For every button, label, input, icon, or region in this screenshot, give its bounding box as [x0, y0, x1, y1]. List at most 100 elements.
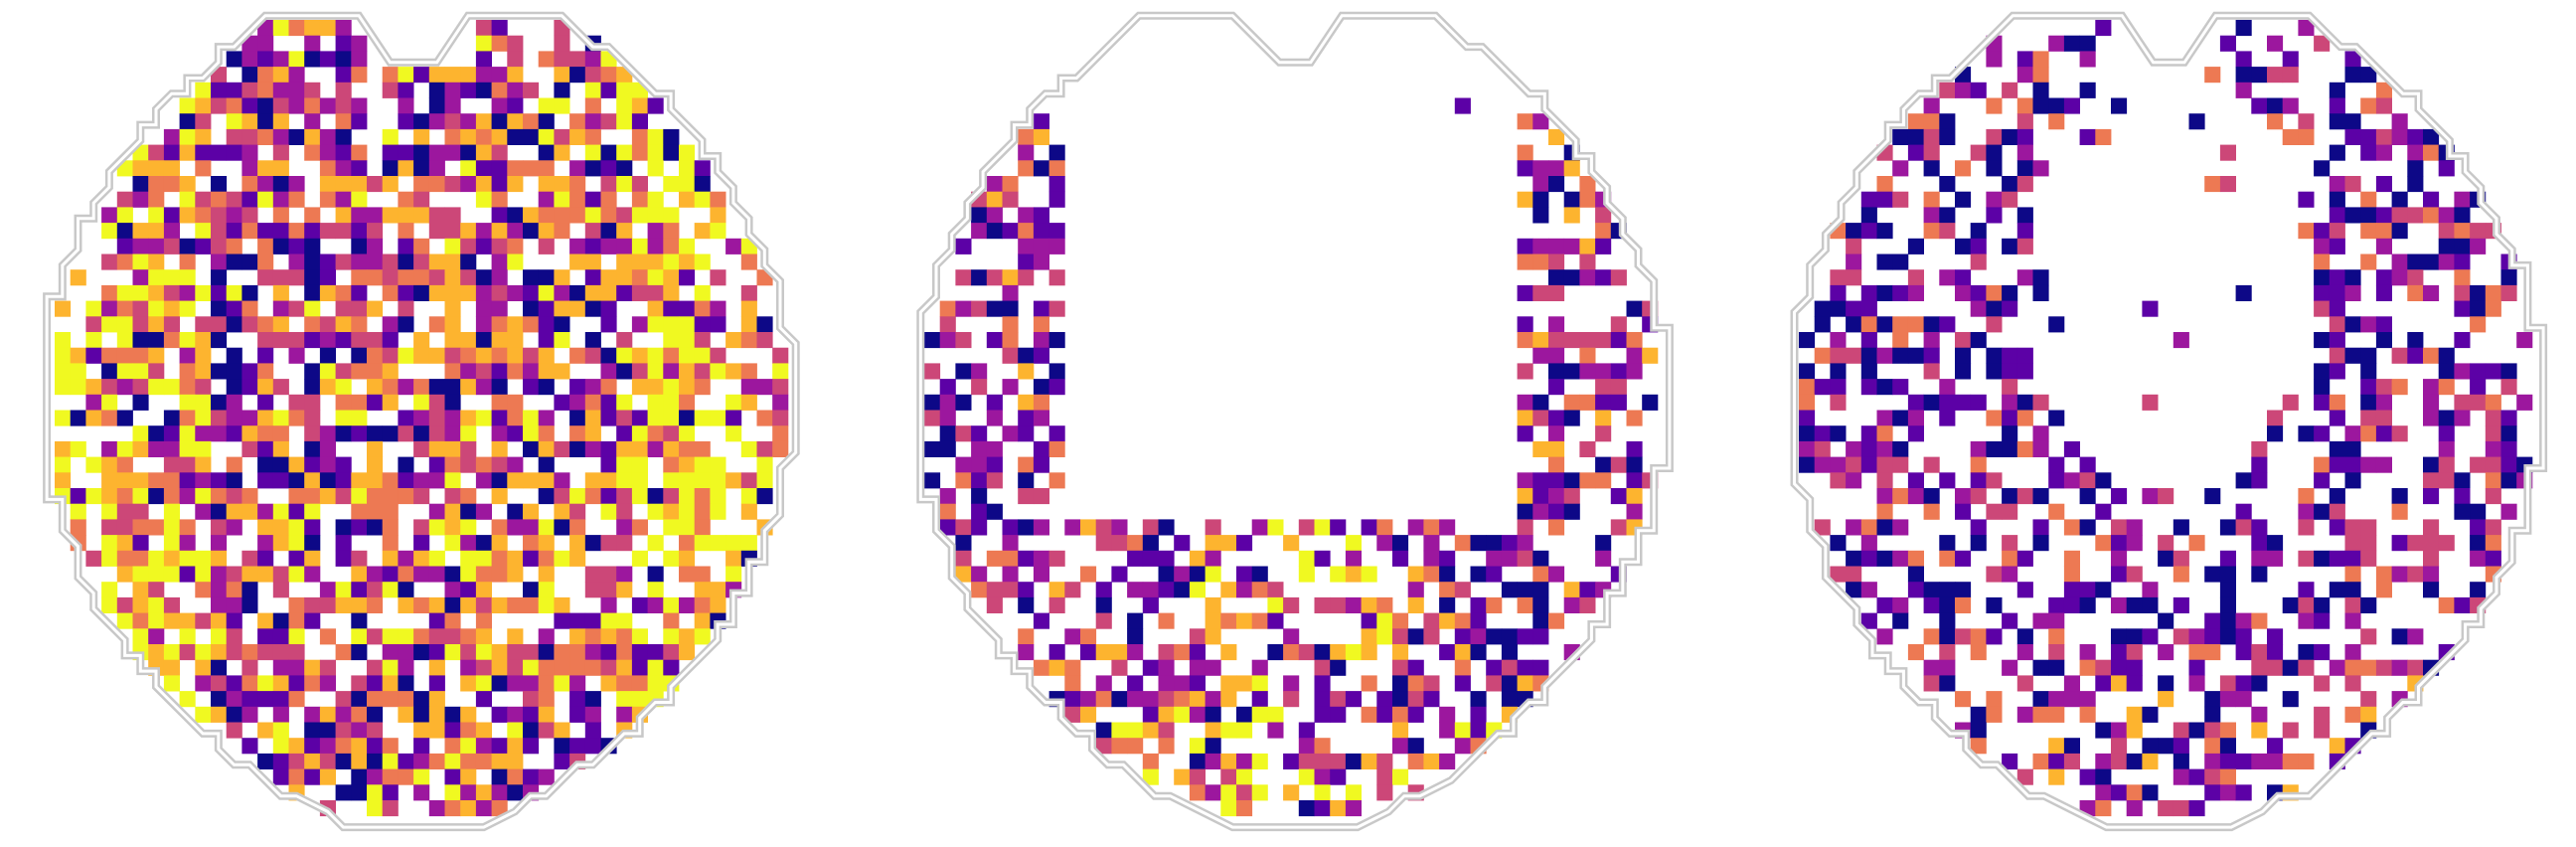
activation-voxel	[2235, 675, 2252, 692]
activation-voxel	[1860, 191, 1877, 208]
activation-voxel	[523, 519, 540, 536]
activation-voxel	[444, 706, 461, 723]
activation-voxel	[382, 394, 399, 411]
activation-voxel	[1314, 675, 1331, 692]
activation-voxel	[1111, 644, 1128, 661]
activation-voxel	[1486, 566, 1503, 583]
activation-voxel	[679, 269, 696, 286]
activation-voxel	[1376, 612, 1393, 629]
activation-voxel	[226, 722, 242, 739]
activation-voxel	[1345, 644, 1362, 661]
activation-voxel	[679, 379, 696, 396]
activation-voxel	[2454, 254, 2471, 270]
activation-voxel	[569, 612, 586, 629]
activation-voxel	[1907, 284, 1924, 301]
activation-voxel	[367, 425, 384, 442]
activation-voxel	[116, 596, 133, 613]
activation-voxel	[2423, 379, 2440, 396]
activation-voxel	[2438, 596, 2455, 613]
activation-voxel	[444, 238, 461, 254]
activation-voxel	[1986, 596, 2003, 613]
activation-voxel	[1517, 160, 1533, 177]
activation-voxel	[1548, 488, 1565, 505]
activation-voxel	[211, 566, 228, 583]
activation-voxel	[2002, 82, 2018, 98]
activation-voxel	[382, 784, 399, 801]
activation-voxel	[1563, 503, 1580, 520]
activation-voxel	[2344, 67, 2361, 84]
activation-voxel	[351, 644, 368, 661]
activation-voxel	[1018, 644, 1035, 661]
activation-voxel	[2095, 675, 2112, 692]
activation-voxel	[1095, 644, 1112, 661]
activation-voxel	[740, 332, 757, 349]
activation-voxel	[1142, 706, 1159, 723]
activation-voxel	[663, 519, 680, 536]
activation-voxel	[2344, 535, 2361, 552]
activation-voxel	[70, 410, 86, 426]
activation-voxel	[523, 207, 540, 224]
activation-voxel	[1407, 675, 1424, 692]
activation-voxel	[304, 363, 321, 380]
activation-voxel	[1923, 191, 1940, 208]
activation-voxel	[1392, 550, 1409, 567]
activation-voxel	[195, 503, 212, 520]
activation-voxel	[367, 440, 384, 457]
activation-voxel	[1532, 332, 1549, 349]
activation-voxel	[2219, 596, 2236, 613]
activation-voxel	[132, 332, 149, 349]
activation-voxel	[2032, 67, 2049, 84]
activation-voxel	[971, 456, 988, 473]
activation-voxel	[600, 67, 617, 84]
activation-voxel	[475, 753, 492, 769]
activation-voxel	[367, 596, 384, 613]
activation-voxel	[1548, 410, 1565, 426]
activation-voxel	[428, 659, 445, 676]
activation-voxel	[1407, 596, 1424, 613]
activation-voxel	[195, 425, 212, 442]
activation-voxel	[304, 254, 321, 270]
activation-voxel	[584, 394, 601, 411]
activation-voxel	[2235, 519, 2252, 536]
activation-voxel	[1501, 535, 1518, 552]
activation-voxel	[257, 550, 274, 567]
activation-voxel	[428, 706, 445, 723]
activation-voxel	[600, 488, 617, 505]
activation-voxel	[319, 20, 336, 37]
activation-voxel	[1439, 519, 1456, 536]
activation-voxel	[1955, 347, 1972, 364]
activation-voxel	[1189, 550, 1206, 567]
activation-voxel	[538, 363, 555, 380]
activation-voxel	[351, 269, 368, 286]
activation-voxel	[538, 176, 555, 193]
activation-voxel	[939, 425, 956, 442]
activation-voxel	[2016, 628, 2033, 645]
activation-voxel	[272, 628, 289, 645]
activation-voxel	[986, 472, 1003, 489]
activation-voxel	[179, 566, 196, 583]
activation-voxel	[1033, 347, 1049, 364]
activation-voxel	[569, 160, 586, 177]
activation-voxel	[924, 363, 941, 380]
activation-voxel	[288, 644, 305, 661]
activation-voxel	[1548, 128, 1565, 145]
activation-voxel	[569, 51, 586, 68]
activation-voxel	[1314, 550, 1331, 567]
activation-voxel	[679, 440, 696, 457]
activation-voxel	[272, 20, 289, 37]
activation-voxel	[1048, 472, 1065, 489]
activation-voxel	[2002, 379, 2018, 396]
activation-voxel	[2235, 628, 2252, 645]
activation-voxel	[523, 738, 540, 755]
activation-voxel	[148, 566, 165, 583]
activation-voxel	[1830, 566, 1847, 583]
activation-voxel	[1454, 738, 1471, 755]
activation-voxel	[1986, 160, 2003, 177]
activation-voxel	[257, 519, 274, 536]
activation-voxel	[1033, 223, 1049, 240]
activation-voxel	[179, 691, 196, 708]
activation-voxel	[554, 35, 570, 52]
activation-voxel	[1127, 722, 1144, 739]
activation-voxel	[242, 566, 258, 583]
activation-voxel	[2204, 612, 2221, 629]
